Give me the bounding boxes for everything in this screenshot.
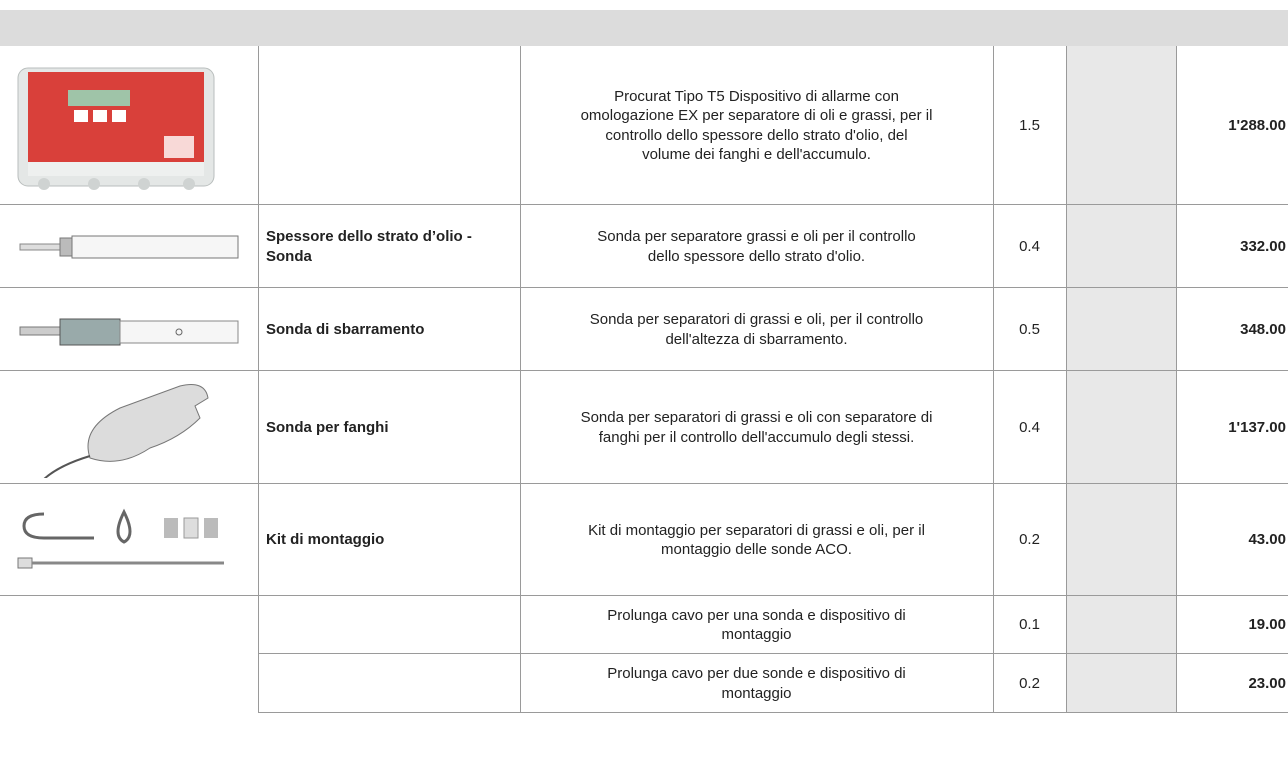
weight: 0.4 xyxy=(1019,418,1040,436)
weight: 0.2 xyxy=(1019,531,1040,549)
product-name: Sonda di sbarramento xyxy=(266,320,425,338)
row-border xyxy=(0,595,1288,596)
column-border xyxy=(1066,46,1067,713)
price: 43.00 xyxy=(1248,531,1286,549)
weight: 0.5 xyxy=(1019,320,1040,338)
column-border xyxy=(520,46,521,713)
code-bg xyxy=(1066,596,1176,654)
alarm-device-image xyxy=(17,67,215,190)
description: Sonda per separatori di grassi e oli, pe… xyxy=(589,311,924,348)
description: Sonda per separatore grassi e oli per il… xyxy=(597,228,916,265)
row-border xyxy=(0,204,1288,205)
mounting-kit-image xyxy=(17,508,224,569)
code-bg xyxy=(1066,205,1176,288)
product-name: Kit di montaggio xyxy=(266,531,385,549)
code-bg xyxy=(1066,288,1176,371)
row-border xyxy=(258,712,1288,713)
row-border xyxy=(0,370,1288,371)
price: 1'137.00 xyxy=(1228,418,1286,436)
code-bg xyxy=(1066,46,1176,205)
description: Prolunga cavo per una sonda e dispositiv… xyxy=(607,606,906,644)
row-border xyxy=(0,287,1288,288)
row-border xyxy=(0,483,1288,484)
code-bg xyxy=(1066,654,1176,713)
price: 348.00 xyxy=(1240,320,1286,338)
description: Sonda per separatori di grassi e oli con… xyxy=(580,409,933,446)
product-name: Sonda per fanghi xyxy=(266,418,389,436)
code-bg xyxy=(1066,484,1176,596)
column-border xyxy=(258,46,259,713)
code-bg xyxy=(1066,371,1176,484)
sludge-probe-image xyxy=(43,384,209,478)
column-border xyxy=(993,46,994,713)
weight: 1.5 xyxy=(1019,116,1040,134)
description: Kit di montaggio per separatori di grass… xyxy=(588,521,925,559)
description: Prolunga cavo per due sonde e dispositiv… xyxy=(607,665,906,702)
price: 23.00 xyxy=(1248,674,1286,692)
weight: 0.2 xyxy=(1019,674,1040,692)
weight: 0.4 xyxy=(1019,237,1040,255)
weight: 0.1 xyxy=(1019,616,1040,634)
oil-probe-image xyxy=(19,235,239,259)
price: 19.00 xyxy=(1248,616,1286,634)
price: 1'288.00 xyxy=(1228,116,1286,134)
header-bg xyxy=(0,10,1288,46)
product-name: Spessore dello strato d’olio - Sonda xyxy=(266,228,472,265)
barrier-probe-image xyxy=(19,318,239,346)
row-border xyxy=(258,653,1288,654)
description: Procurat Tipo T5 Dispositivo di allarme … xyxy=(580,87,933,164)
column-border xyxy=(1176,46,1177,713)
price: 332.00 xyxy=(1240,237,1286,255)
